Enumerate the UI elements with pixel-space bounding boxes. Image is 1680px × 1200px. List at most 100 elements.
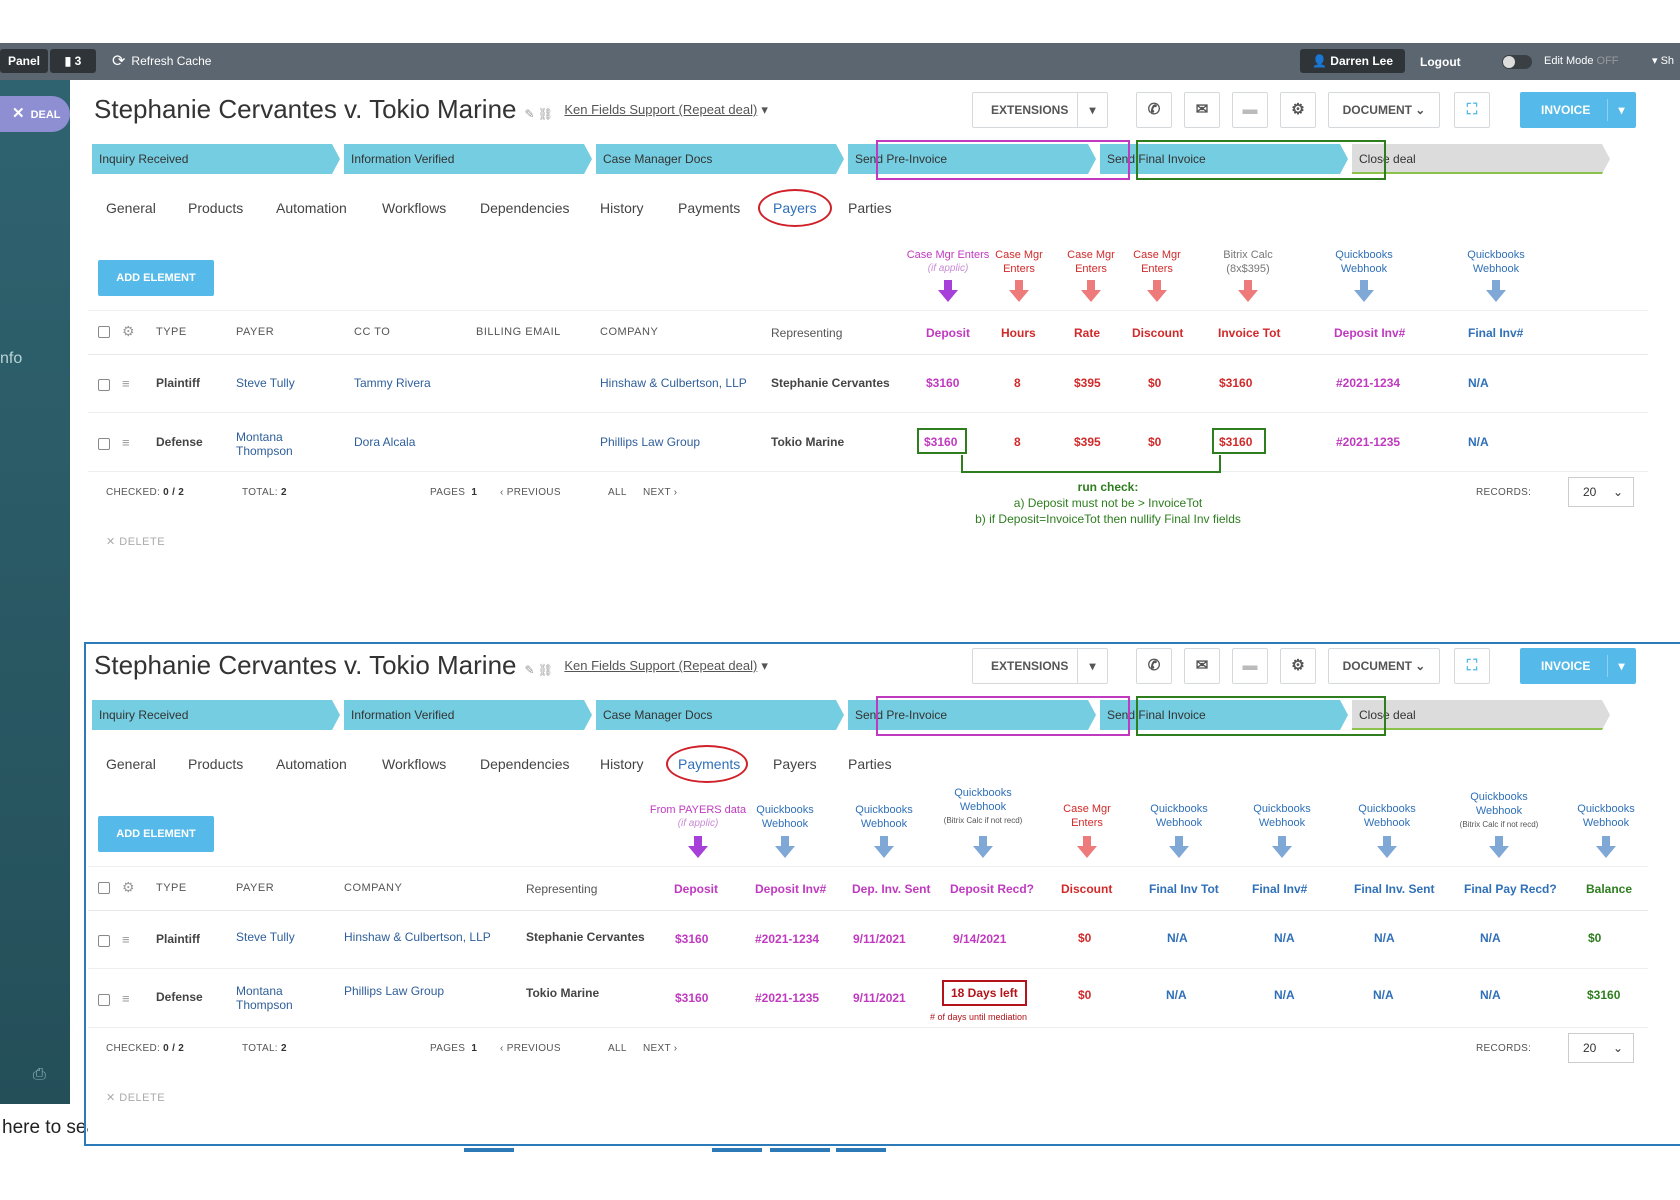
chevron-down-icon[interactable]: ▾ (1607, 655, 1635, 677)
header-deposit-recd[interactable]: Deposit Recd? (950, 882, 1035, 896)
all-pages-link[interactable]: ALL (608, 487, 627, 498)
next-page-link[interactable]: NEXT › (643, 1043, 678, 1054)
extensions-button[interactable]: EXTENSIONS ▾ (972, 648, 1108, 684)
stage-information-verified[interactable]: Information Verified (344, 144, 592, 174)
header-final-inv-sent[interactable]: Final Inv. Sent (1354, 882, 1435, 896)
tab-automation[interactable]: Automation (276, 756, 347, 772)
tab-automation[interactable]: Automation (276, 200, 347, 216)
tab-payers[interactable]: Payers (773, 756, 817, 772)
gear-icon[interactable]: ⚙ (122, 323, 135, 339)
drag-handle-icon[interactable]: ≡ (122, 435, 130, 450)
cell-payer[interactable]: Montana Thompson (236, 430, 293, 458)
header-payer[interactable]: PAYER (236, 882, 275, 894)
deal-subtitle[interactable]: Ken Fields Support (Repeat deal) (564, 658, 758, 673)
header-deposit-inv[interactable]: Deposit Inv# (755, 882, 827, 896)
deal-subtitle[interactable]: Ken Fields Support (Repeat deal) (564, 102, 758, 117)
refresh-cache-button[interactable]: ⟳ Refresh Cache (112, 49, 211, 73)
add-element-button[interactable]: ADD ELEMENT (98, 260, 214, 296)
notifications-button[interactable]: ▮ 3 (50, 49, 96, 73)
chevron-down-icon[interactable]: ▾ (761, 102, 768, 117)
stage-send-pre-invoice[interactable]: Send Pre-Invoice (848, 144, 1096, 174)
document-button[interactable]: DOCUMENT ⌄ (1328, 648, 1440, 684)
cell-cc-to[interactable]: Dora Alcala (354, 435, 416, 449)
header-representing[interactable]: Representing (526, 882, 598, 896)
drag-handle-icon[interactable]: ≡ (122, 932, 130, 947)
tab-history[interactable]: History (600, 200, 644, 216)
table-row[interactable]: ≡ Defense Montana Thompson Phillips Law G… (88, 970, 1648, 1028)
header-dep-inv-sent[interactable]: Dep. Inv. Sent (852, 882, 931, 896)
chat-icon[interactable]: ▬ (1232, 92, 1268, 128)
tab-payments[interactable]: Payments (678, 200, 741, 216)
cell-payer[interactable]: Montana Thompson (236, 984, 293, 1012)
edit-pencil-icon[interactable]: ✎ ⛓ (524, 107, 554, 121)
edit-mode-toggle[interactable] (1502, 55, 1532, 69)
all-pages-link[interactable]: ALL (608, 1043, 627, 1054)
header-final-inv-tot[interactable]: Final Inv Tot (1149, 882, 1219, 896)
gear-icon[interactable]: ⚙ (122, 879, 135, 895)
row-checkbox[interactable] (98, 379, 110, 391)
header-type[interactable]: TYPE (156, 326, 187, 338)
cell-payer[interactable]: Steve Tully (236, 930, 295, 944)
table-row[interactable]: ≡ Plaintiff Steve Tully Tammy Rivera Hin… (88, 355, 1648, 413)
header-payer[interactable]: PAYER (236, 326, 275, 338)
header-balance[interactable]: Balance (1586, 882, 1633, 896)
tab-products[interactable]: Products (188, 756, 244, 772)
header-discount[interactable]: Discount (1061, 882, 1113, 896)
table-row[interactable]: ≡ Plaintiff Steve Tully Hinshaw & Culber… (88, 911, 1648, 969)
header-billing-email[interactable]: BILLING EMAIL (476, 326, 561, 338)
stage-case-manager-docs[interactable]: Case Manager Docs (596, 144, 844, 174)
print-icon[interactable]: ⎙ (33, 1066, 46, 1083)
taskbar-search[interactable]: here to sea (0, 1104, 88, 1152)
tab-dependencies[interactable]: Dependencies (480, 200, 570, 216)
gear-icon[interactable]: ⚙ (1280, 648, 1316, 684)
header-invoice-tot[interactable]: Invoice Tot (1218, 326, 1281, 340)
expand-icon[interactable]: ⛶ (1454, 92, 1490, 128)
drag-handle-icon[interactable]: ≡ (122, 991, 130, 1006)
chevron-down-icon[interactable]: ▾ (1077, 93, 1107, 127)
header-cc-to[interactable]: CC TO (354, 326, 391, 338)
records-select[interactable]: 20 ⌄ (1568, 477, 1634, 507)
chat-icon[interactable]: ▬ (1232, 648, 1268, 684)
stage-information-verified[interactable]: Information Verified (344, 700, 592, 730)
delete-button[interactable]: ✕ DELETE (106, 536, 166, 548)
gear-icon[interactable]: ⚙ (1280, 92, 1316, 128)
expand-icon[interactable]: ⛶ (1454, 648, 1490, 684)
header-deposit[interactable]: Deposit (674, 882, 719, 896)
tab-products[interactable]: Products (188, 200, 244, 216)
chevron-down-icon[interactable]: ▾ (1077, 649, 1107, 683)
phone-icon[interactable]: ✆ (1136, 648, 1172, 684)
close-deal-pill[interactable]: ✕ DEAL (0, 96, 70, 132)
stage-send-pre-invoice[interactable]: Send Pre-Invoice (848, 700, 1096, 730)
cell-payer[interactable]: Steve Tully (236, 376, 295, 390)
tab-general[interactable]: General (106, 200, 156, 216)
select-all-checkbox[interactable] (98, 326, 110, 338)
invoice-button[interactable]: INVOICE ▾ (1520, 648, 1636, 684)
cell-company[interactable]: Hinshaw & Culbertson, LLP (600, 376, 747, 390)
previous-page-link[interactable]: ‹ PREVIOUS (500, 1043, 561, 1054)
previous-page-link[interactable]: ‹ PREVIOUS (500, 487, 561, 498)
delete-button[interactable]: ✕ DELETE (106, 1092, 166, 1104)
header-type[interactable]: TYPE (156, 882, 187, 894)
stage-inquiry-received[interactable]: Inquiry Received (92, 144, 340, 174)
tab-parties[interactable]: Parties (848, 200, 892, 216)
chevron-down-icon[interactable]: ▾ (761, 658, 768, 673)
cell-cc-to[interactable]: Tammy Rivera (354, 376, 431, 390)
tab-parties[interactable]: Parties (848, 756, 892, 772)
header-company[interactable]: COMPANY (344, 882, 403, 894)
more-menu[interactable]: ▾ Sh (1652, 55, 1675, 67)
cell-company[interactable]: Hinshaw & Culbertson, LLP (344, 930, 491, 944)
tab-history[interactable]: History (600, 756, 644, 772)
header-rate[interactable]: Rate (1074, 326, 1101, 340)
header-deposit[interactable]: Deposit (926, 326, 971, 340)
phone-icon[interactable]: ✆ (1136, 92, 1172, 128)
mail-icon[interactable]: ✉ (1184, 648, 1220, 684)
document-button[interactable]: DOCUMENT ⌄ (1328, 92, 1440, 128)
user-button[interactable]: 👤 Darren Lee (1300, 49, 1405, 73)
invoice-button[interactable]: INVOICE ▾ (1520, 92, 1636, 128)
stage-send-final-invoice[interactable]: Send Final Invoice (1100, 700, 1348, 730)
mail-icon[interactable]: ✉ (1184, 92, 1220, 128)
select-all-checkbox[interactable] (98, 882, 110, 894)
header-hours[interactable]: Hours (1001, 326, 1036, 340)
table-row[interactable]: ≡ Defense Montana Thompson Dora Alcala Ph… (88, 414, 1648, 472)
header-final-inv[interactable]: Final Inv# (1468, 326, 1524, 340)
